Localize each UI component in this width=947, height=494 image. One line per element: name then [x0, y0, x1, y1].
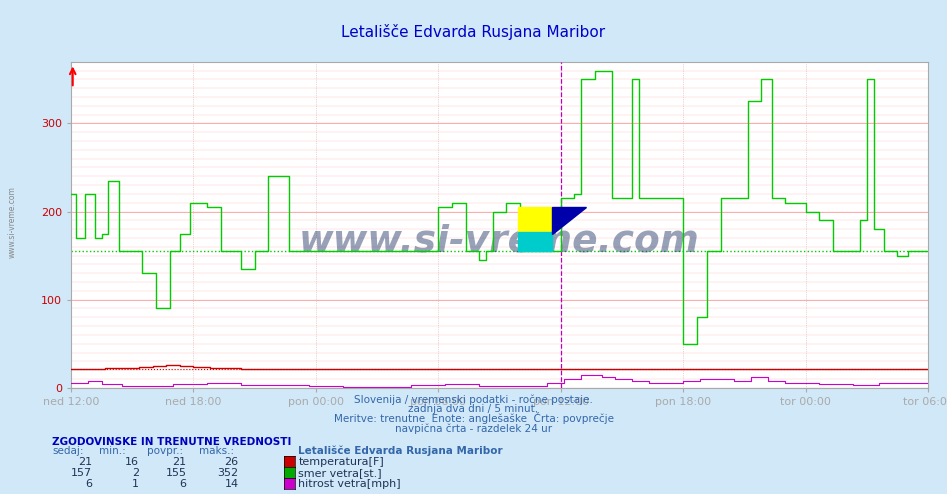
Text: 2: 2	[132, 468, 139, 478]
Text: Slovenija / vremenski podatki - ročne postaje.: Slovenija / vremenski podatki - ročne po…	[354, 394, 593, 405]
Text: temperatura[F]: temperatura[F]	[298, 457, 384, 467]
Text: 1: 1	[133, 479, 139, 489]
Text: Letališče Edvarda Rusjana Maribor: Letališče Edvarda Rusjana Maribor	[342, 24, 605, 40]
Text: povpr.:: povpr.:	[147, 447, 183, 456]
Text: www.si-vreme.com: www.si-vreme.com	[299, 223, 700, 259]
Text: 352: 352	[218, 468, 239, 478]
Text: zadnja dva dni / 5 minut.: zadnja dva dni / 5 minut.	[408, 405, 539, 414]
Text: 21: 21	[78, 457, 92, 467]
Text: 6: 6	[85, 479, 92, 489]
Text: Letališče Edvarda Rusjana Maribor: Letališče Edvarda Rusjana Maribor	[298, 446, 503, 456]
Text: hitrost vetra[mph]: hitrost vetra[mph]	[298, 479, 401, 489]
Text: maks.:: maks.:	[199, 447, 234, 456]
Text: 16: 16	[125, 457, 139, 467]
Text: min.:: min.:	[99, 447, 126, 456]
Text: ZGODOVINSKE IN TRENUTNE VREDNOSTI: ZGODOVINSKE IN TRENUTNE VREDNOSTI	[52, 437, 292, 447]
Text: 155: 155	[166, 468, 187, 478]
Text: smer vetra[st.]: smer vetra[st.]	[298, 468, 382, 478]
Bar	[518, 207, 552, 234]
Text: sedaj:: sedaj:	[52, 447, 83, 456]
Text: 21: 21	[172, 457, 187, 467]
Text: 157: 157	[71, 468, 92, 478]
Text: 26: 26	[224, 457, 239, 467]
Text: 14: 14	[224, 479, 239, 489]
Text: Meritve: trenutne  Enote: anglešaške  Črta: povprečje: Meritve: trenutne Enote: anglešaške Črta…	[333, 412, 614, 424]
Bar	[518, 232, 552, 251]
Text: navpična črta - razdelek 24 ur: navpična črta - razdelek 24 ur	[395, 424, 552, 434]
Text: 6: 6	[180, 479, 187, 489]
Text: www.si-vreme.com: www.si-vreme.com	[8, 186, 17, 258]
Polygon shape	[552, 207, 586, 234]
